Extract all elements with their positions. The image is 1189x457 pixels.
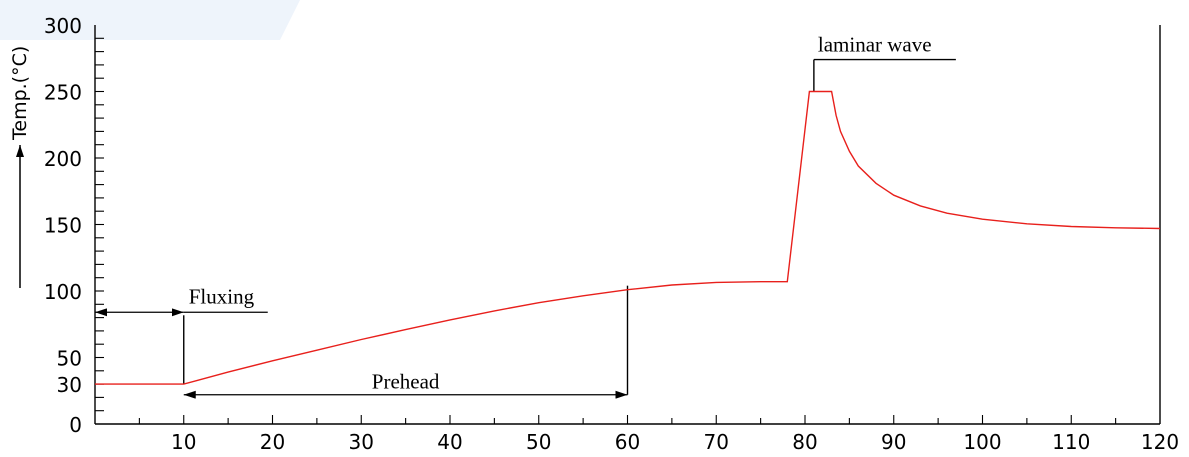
- x-tick-label: 80: [792, 430, 817, 454]
- y-tick-label: 300: [44, 14, 82, 38]
- x-tick-label: 10: [171, 430, 196, 454]
- x-tick-label: 100: [963, 430, 1001, 454]
- y-tick-label: 250: [44, 81, 82, 105]
- x-tick-label: 30: [349, 430, 374, 454]
- y-axis-label: Temp.(°C): [9, 46, 31, 141]
- x-tick-label: 40: [437, 430, 462, 454]
- y-tick-label: 200: [44, 147, 82, 171]
- laminar-wave-label: laminar wave: [818, 33, 932, 57]
- y-tick-label: 100: [44, 280, 82, 304]
- x-tick-label: 90: [881, 430, 906, 454]
- annotations: laminar wave Fluxing Prehead: [95, 33, 956, 399]
- watermark-shape: [0, 0, 300, 40]
- x-tick-label: 50: [526, 430, 551, 454]
- x-tick-label: 20: [260, 430, 285, 454]
- x-tick-labels: 10 20 30 40 50 60 70 80 90 100 110 120: [171, 430, 1179, 454]
- temperature-curve: [95, 90, 1161, 385]
- y-tick-label: 150: [44, 214, 82, 238]
- y-tick-label: 50: [57, 347, 82, 371]
- prehead-label: Prehead: [372, 370, 440, 394]
- y-tick-label: 0: [69, 413, 82, 437]
- x-tick-label: 70: [704, 430, 729, 454]
- x-tick-label: 120: [1141, 430, 1179, 454]
- x-tick-label: 110: [1052, 430, 1090, 454]
- x-tick-label: 60: [615, 430, 640, 454]
- y-tick-label: 30: [57, 373, 82, 397]
- minor-ticks: [95, 37, 1117, 424]
- fluxing-label: Fluxing: [189, 284, 255, 308]
